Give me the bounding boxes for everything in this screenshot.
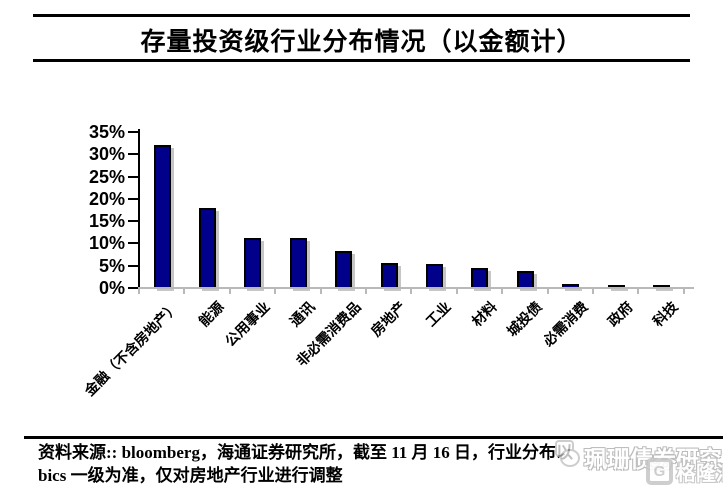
y-axis-tick <box>128 242 138 245</box>
y-axis-tick-label: 5% <box>98 255 125 276</box>
chart-title: 存量投资级行业分布情况（以金额计） <box>140 29 583 56</box>
x-axis-tick <box>319 289 322 294</box>
chart-bar <box>380 263 398 288</box>
chart-bar <box>198 208 216 288</box>
gelonghui-g-icon: G <box>646 458 673 485</box>
x-axis-tick <box>410 289 413 294</box>
chart-bar <box>471 268 489 288</box>
y-axis-tick <box>128 197 138 200</box>
title-top-rule <box>33 14 690 17</box>
y-axis-tick <box>128 287 138 289</box>
x-axis-tick <box>637 289 640 294</box>
x-axis-line <box>138 287 694 289</box>
x-axis-tick <box>228 289 231 294</box>
source-rule <box>24 436 723 439</box>
chart-bar <box>153 145 171 288</box>
x-axis-tick <box>592 289 594 294</box>
y-axis-tick-label: 35% <box>88 122 125 142</box>
x-axis-tick <box>138 289 140 294</box>
gelonghui-logo-text: 格隆汇 <box>676 463 723 485</box>
chart-bar <box>562 284 580 288</box>
x-axis-tick <box>682 289 685 294</box>
y-axis-tick <box>128 220 138 223</box>
source-note: 资料来源:: bloomberg，海通证券研究所，截至 11 月 16 日，行业… <box>38 441 688 487</box>
chart-bar <box>516 271 534 288</box>
y-axis-line <box>138 129 140 289</box>
x-axis-tick <box>546 289 549 294</box>
chart-bar <box>335 251 353 288</box>
y-axis-tick-label: 15% <box>88 211 125 232</box>
chart-bar <box>289 238 307 288</box>
source-note-line1: 资料来源:: bloomberg，海通证券研究所，截至 11 月 16 日，行业… <box>38 443 574 462</box>
y-axis-tick-label: 20% <box>88 188 125 209</box>
y-axis-tick <box>128 175 138 178</box>
y-axis-tick <box>128 131 138 133</box>
chart-bar <box>425 264 443 288</box>
chart-bar <box>244 238 262 288</box>
x-axis-tick <box>274 289 277 294</box>
y-axis-tick-label: 0% <box>98 278 125 298</box>
chart-bar <box>607 285 625 288</box>
gelonghui-watermark-logo: G 格隆汇 <box>646 457 723 486</box>
source-note-line2: bics 一级为准，仅对房地产行业进行调整 <box>38 466 343 485</box>
y-axis-tick <box>128 153 138 156</box>
x-axis-tick <box>501 289 504 294</box>
title-bottom-rule <box>33 59 690 62</box>
y-axis-tick <box>128 264 138 267</box>
y-axis-tick-label: 30% <box>88 144 125 165</box>
x-axis-tick <box>455 289 458 294</box>
chart-bar <box>652 285 670 288</box>
x-axis-tick <box>183 289 186 294</box>
y-axis-tick-label: 10% <box>88 233 125 254</box>
watermark-mascot-icon <box>555 440 583 467</box>
y-axis-tick-label: 25% <box>88 166 125 187</box>
x-axis-tick <box>365 289 367 294</box>
watermark-icon-shape <box>560 449 580 467</box>
